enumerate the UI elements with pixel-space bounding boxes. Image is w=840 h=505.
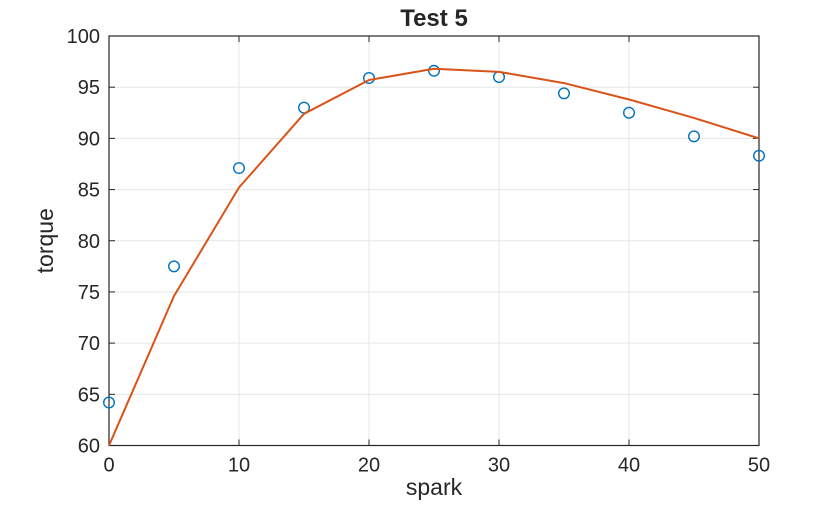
y-tick-label: 75: [78, 282, 100, 304]
y-tick-label: 85: [78, 180, 100, 202]
data-point-marker: [232, 162, 245, 175]
y-axis-label: torque: [32, 208, 58, 273]
axes-box: [108, 35, 760, 447]
x-axis-label: spark: [406, 474, 463, 500]
axes-box-layer: [108, 35, 760, 447]
fit-curve-line: [108, 67, 760, 446]
chart-title: Test 5: [400, 5, 468, 32]
y-tick-label: 80: [78, 231, 100, 253]
x-tick-label: 40: [618, 455, 640, 477]
y-tick-label: 70: [78, 333, 100, 355]
data-point-marker: [167, 260, 180, 273]
y-tick-label: 90: [78, 128, 100, 150]
y-tick-label: 100: [67, 26, 100, 48]
x-tick-label: 50: [748, 455, 770, 477]
data-point-marker: [428, 64, 441, 77]
x-tick-label: 30: [488, 455, 510, 477]
x-tick-label: 10: [228, 455, 250, 477]
data-point-marker: [688, 130, 701, 143]
y-tick-label: 65: [78, 384, 100, 406]
series-layer: [102, 64, 766, 446]
y-tick-label: 95: [78, 77, 100, 99]
data-point-marker: [623, 106, 636, 119]
x-tick-label: 20: [358, 455, 380, 477]
y-tick-label: 60: [78, 436, 100, 458]
tick-label-layer: 0 10 20 30 40 50 60 65 70 75 80 85 90 95 100: [67, 26, 771, 477]
data-point-marker: [363, 71, 376, 84]
data-point-marker: [753, 149, 766, 162]
data-point-marker: [558, 87, 571, 100]
data-point-marker: [102, 396, 115, 409]
x-tick-label: 0: [103, 455, 114, 477]
